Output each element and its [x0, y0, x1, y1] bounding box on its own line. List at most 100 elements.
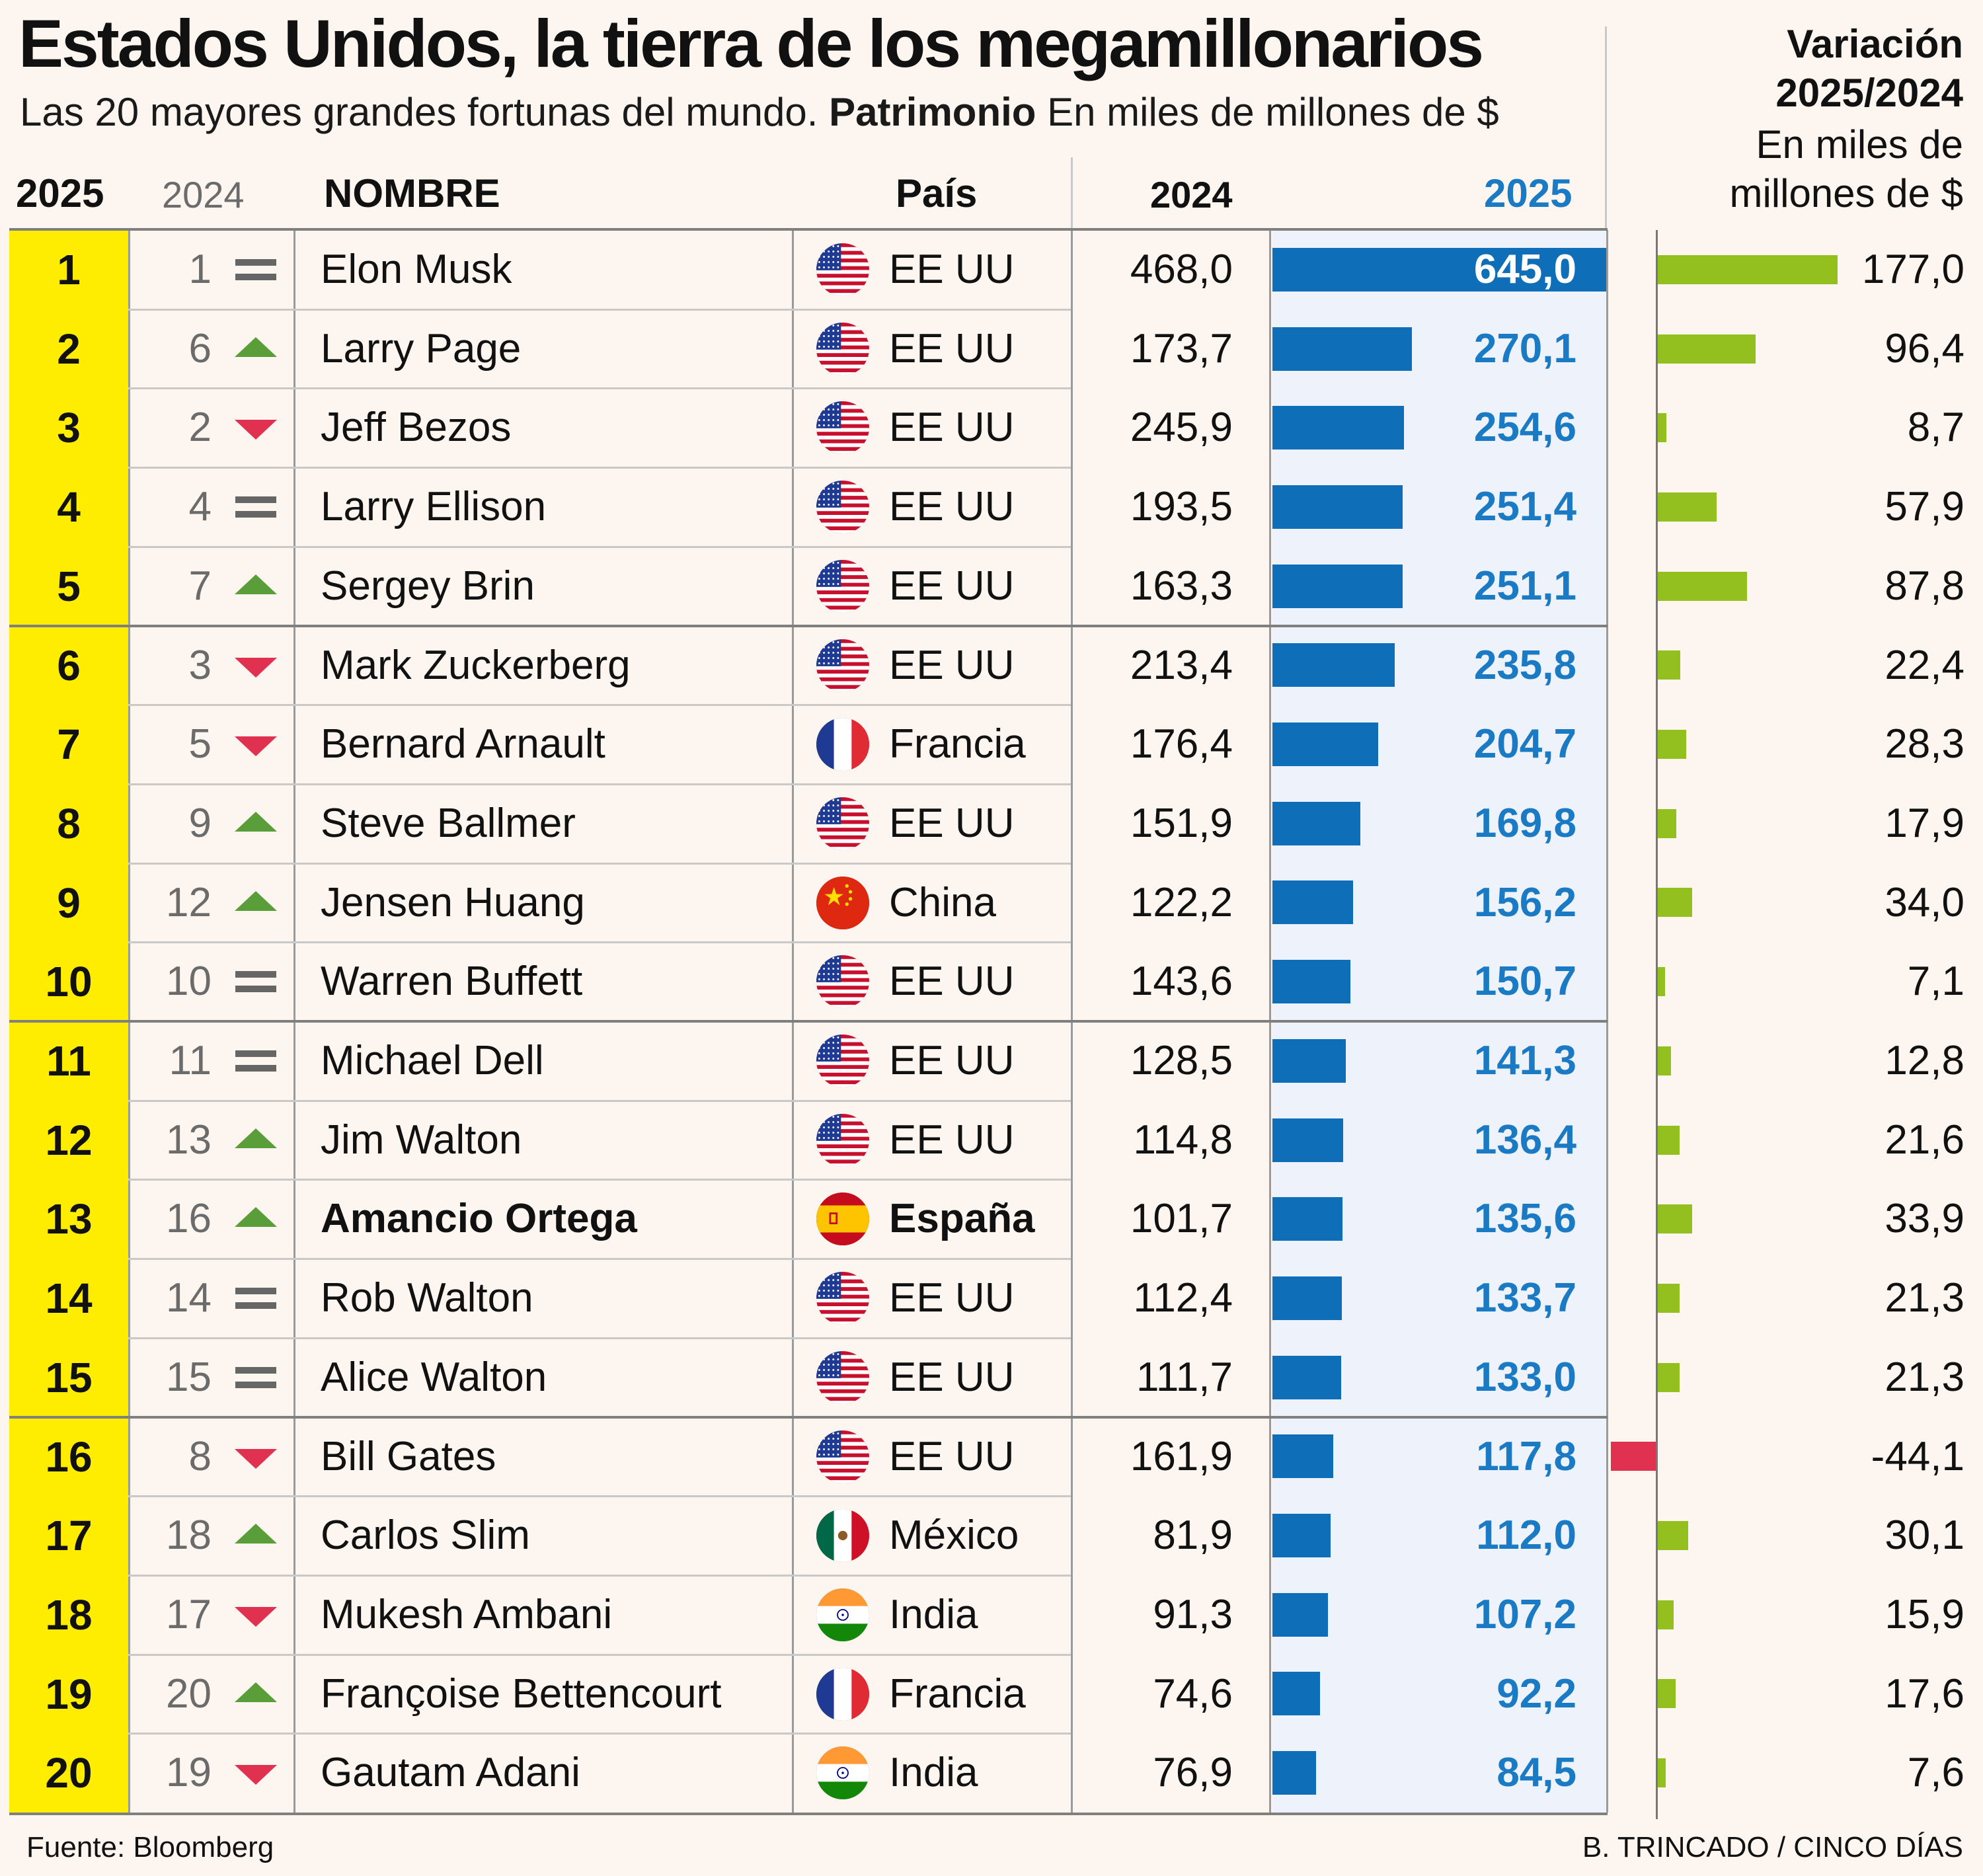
bar-2025 [1272, 643, 1395, 687]
country-name: EE UU [889, 1116, 1015, 1163]
value-2024: 173,7 [1130, 325, 1233, 371]
person-name: Bernard Arnault [321, 721, 605, 767]
rank-2024: 4 [188, 484, 212, 530]
country-name: India [889, 1750, 978, 1796]
variation-bar-positive [1658, 1679, 1676, 1709]
row-separator [128, 1495, 1071, 1498]
variation-header-years: 2025/2024 [1775, 71, 1963, 115]
variation-value: -44,1 [1871, 1433, 1964, 1479]
country-name: India [889, 1591, 978, 1637]
subtitle-bold: Patrimonio [829, 90, 1036, 134]
source-note: Fuente: Bloomberg [26, 1831, 274, 1863]
variation-header-units-2: millones de $ [1729, 171, 1963, 215]
variation-value: 21,3 [1885, 1275, 1964, 1321]
rank-2025: 3 [57, 404, 81, 452]
variation-value: 177,0 [1861, 247, 1964, 292]
variation-bar-positive [1658, 1600, 1674, 1629]
row-separator [128, 387, 1071, 390]
col-country: País [896, 171, 978, 215]
row-separator [128, 862, 1071, 865]
rank-2024: 17 [166, 1591, 212, 1637]
row-separator [128, 1099, 1071, 1102]
country-name: España [889, 1196, 1035, 1242]
person-name: Sergey Brin [321, 563, 535, 609]
flag-us-icon [816, 1035, 869, 1087]
rank-2025: 13 [45, 1195, 93, 1243]
trend-down-icon [233, 1575, 279, 1655]
person-name: Jeff Bezos [321, 405, 512, 451]
variation-bar-positive [1658, 967, 1665, 997]
trend-up-icon [233, 309, 279, 389]
value-2024: 193,5 [1130, 484, 1233, 530]
variation-value: 8,7 [1907, 405, 1964, 451]
country-name: Francia [889, 1670, 1026, 1717]
person-name: Alice Walton [321, 1354, 547, 1400]
country-name: EE UU [889, 484, 1015, 530]
variation-value: 30,1 [1885, 1512, 1964, 1559]
row-separator [128, 783, 1071, 785]
flag-us-icon [816, 1113, 869, 1167]
value-2025: 235,8 [1473, 642, 1576, 688]
value-2024: 101,7 [1130, 1196, 1233, 1242]
country-name: EE UU [889, 800, 1015, 846]
rank-2024: 12 [166, 879, 212, 925]
rank-2024: 13 [166, 1116, 212, 1163]
value-2024: 76,9 [1153, 1750, 1233, 1796]
credit-note: B. TRINCADO / CINCO DÍAS [1582, 1831, 1963, 1863]
country-name: México [889, 1512, 1019, 1559]
country-name: EE UU [889, 325, 1015, 371]
flag-us-icon [816, 481, 869, 534]
variation-bar-positive [1658, 730, 1686, 760]
rank-2025: 2 [57, 325, 81, 373]
subtitle-plain: Las 20 mayores grandes fortunas del mund… [20, 90, 818, 134]
rank-2024: 7 [188, 563, 212, 609]
rank-2025: 20 [45, 1749, 93, 1797]
value-2025: 133,0 [1473, 1354, 1576, 1400]
variation-bar-positive [1658, 1521, 1688, 1551]
variation-bar-positive [1658, 650, 1680, 680]
rank-2025: 15 [45, 1353, 93, 1401]
trend-same-icon [233, 1259, 279, 1338]
value-2025: 254,6 [1473, 405, 1576, 451]
variation-bar-positive [1658, 1204, 1692, 1234]
bar-2025 [1272, 1672, 1320, 1716]
flag-cn-icon [816, 876, 869, 929]
value-2024: 213,4 [1130, 642, 1233, 688]
trend-same-icon [233, 1021, 279, 1101]
value-2024: 176,4 [1130, 721, 1233, 767]
country-name: EE UU [889, 405, 1015, 451]
value-2025: 92,2 [1497, 1670, 1576, 1717]
rank-2024: 19 [166, 1750, 212, 1796]
variation-bar-positive [1658, 1046, 1671, 1075]
value-2025: 117,8 [1476, 1433, 1576, 1479]
variation-zero-axis [1656, 230, 1658, 1819]
rank-2025: 9 [57, 879, 81, 927]
chart-title: Estados Unidos, la tierra de los megamil… [19, 6, 1484, 81]
variation-value: 17,9 [1885, 800, 1964, 846]
person-name: Bill Gates [321, 1433, 496, 1479]
group-separator [9, 1415, 1608, 1419]
flag-us-icon [816, 322, 869, 375]
variation-bar-positive [1658, 1362, 1680, 1392]
country-name: EE UU [889, 1433, 1015, 1479]
variation-bar-positive [1658, 808, 1676, 838]
table-top-line [9, 228, 1608, 231]
value-2025: 645,0 [1473, 247, 1576, 292]
variation-value: 28,3 [1885, 721, 1964, 767]
trend-same-icon [233, 942, 279, 1021]
row-separator [128, 1179, 1071, 1181]
bar-2025 [1272, 1197, 1342, 1241]
trend-up-icon [233, 547, 279, 626]
country-name: EE UU [889, 1275, 1015, 1321]
rank-2024: 18 [166, 1512, 212, 1559]
flag-us-icon [816, 401, 869, 455]
row-separator [128, 467, 1071, 469]
rank-2024: 2 [188, 405, 212, 451]
table-bottom-line [9, 1813, 1608, 1815]
trend-down-icon [233, 1417, 279, 1497]
variation-value: 7,1 [1907, 958, 1964, 1005]
variation-bar-positive [1658, 492, 1717, 522]
rank-2025: 19 [45, 1670, 93, 1718]
flag-us-icon [816, 1272, 869, 1325]
